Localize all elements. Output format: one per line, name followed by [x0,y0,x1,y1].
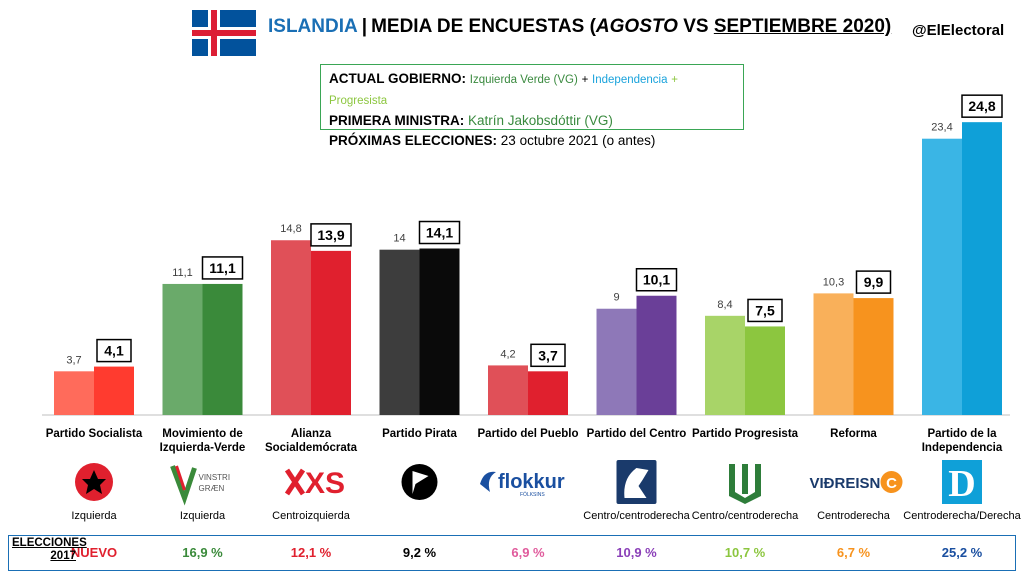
category-label: Partido Socialista [45,428,143,440]
vinstri-graen-logo: VINSTRI GRÆN [170,465,231,506]
svg-text:C: C [886,475,897,492]
data-label-august: 11,1 [172,267,193,279]
bar-september [94,366,134,415]
data-label-august: 9 [613,292,619,304]
page-title: ISLANDIA | MEDIA DE ENCUESTAS (AGOSTO VS S… [268,16,892,37]
pirate-flag-icon [401,464,438,500]
twitter-handle: @ElElectoral [912,22,1005,39]
star-icon [75,463,113,501]
horse-icon [616,460,657,504]
svg-text:FÓLKSINS: FÓLKSINS [520,491,545,498]
category-label: Partido Progresista [691,428,799,440]
data-label-september: 11,1 [209,260,236,276]
ideology-label: Izquierda [179,510,226,522]
data-label-august: 8,4 [717,299,732,311]
election-2017-value: 6,7 % [836,545,871,560]
ideology-label: Centroderecha/Derecha [903,510,1021,522]
bar-august [813,293,854,415]
election-2017-value: 9,2 % [402,545,437,560]
data-label-box [855,270,892,294]
category-label: Movimiento de Izquierda-Verde [159,428,246,454]
svg-text:D: D [948,463,975,505]
svg-text:GRÆN: GRÆN [199,484,225,493]
ideology-label: Centro/centroderecha [583,510,690,522]
book-icon [727,460,763,504]
bar-september [311,250,351,415]
category-label: Partido del Pueblo [477,428,579,440]
election-2017-value: 16,9 % [182,545,223,560]
data-label-august: 3,7 [66,354,81,366]
bar-august [596,308,637,415]
ideology-label: Centro/centroderecha [691,510,799,522]
category-label: Reforma [830,428,877,440]
country-name: ISLANDIA [268,16,358,37]
category-label: Partido del Centro [586,428,687,440]
data-label-august: 23,4 [931,122,952,134]
data-label-box [418,220,461,245]
bar-august [379,249,420,415]
d-logo: D [942,460,982,505]
ideology-label: Izquierda [71,510,117,522]
xs-logo: XS [284,467,345,500]
bar-september [636,295,677,415]
data-label-box [961,94,1003,118]
category-label: Alianza Socialdemócrata [264,428,358,454]
data-label-august: 10,3 [823,276,844,288]
bar-august [54,371,94,415]
data-label-september: 4,1 [104,343,124,359]
bar-august [488,365,528,415]
svg-text:VINSTRI: VINSTRI [199,473,231,482]
svg-text:VIÐREISN: VIÐREISN [810,475,881,492]
bar-september [528,371,568,415]
elections-2017-label: ELECCIONES 2017 [12,537,87,562]
data-label-box [310,223,352,247]
ideology-label: Centroderecha [817,510,890,522]
svg-text:XS: XS [305,467,345,500]
data-label-september: 10,1 [643,272,670,288]
bar-september [962,122,1002,416]
data-label-box [201,256,244,280]
data-label-august: 4,2 [500,348,515,360]
bar-september [419,248,460,415]
bar-august [271,240,311,415]
bar-september [202,283,243,415]
data-label-september: 7,5 [755,302,775,318]
election-2017-value: 6,9 % [511,545,545,560]
ideology-label: Centroizquierda [272,510,350,522]
data-label-august: 14 [393,233,405,245]
iceland-flag-icon [192,10,256,56]
election-2017-value: 10,7 % [724,545,766,560]
data-label-box [96,338,132,363]
category-label: Partido de la Independencia [921,428,1003,454]
svg-text:flokkur: flokkur [498,471,565,493]
bar-september [745,326,785,415]
data-label-september: 3,7 [538,347,558,363]
bar-september [853,298,894,415]
data-label-september: 24,8 [968,98,995,114]
election-2017-value: NUEVO [70,545,118,560]
election-2017-value: 12,1 % [290,545,332,560]
elections-2017-row [8,535,1016,571]
bar-august [162,283,203,415]
bar-august [922,138,962,415]
election-2017-value: 25,2 % [941,545,983,560]
data-label-box [635,267,678,292]
category-label: Partido Pirata [382,428,457,440]
data-label-august: 14,8 [280,223,301,235]
bar-august [705,315,745,415]
data-label-september: 9,9 [864,274,884,290]
government-info-box: ACTUAL GOBIERNO: Izquierda Verde (VG) + … [320,64,744,148]
data-label-september: 13,9 [317,227,344,243]
data-label-box [747,298,783,323]
election-2017-value: 10,9 % [616,545,657,560]
data-label-september: 14,1 [426,225,453,241]
data-label-box [530,343,566,368]
vidreisn-logo: VIÐREISN C [810,471,903,493]
